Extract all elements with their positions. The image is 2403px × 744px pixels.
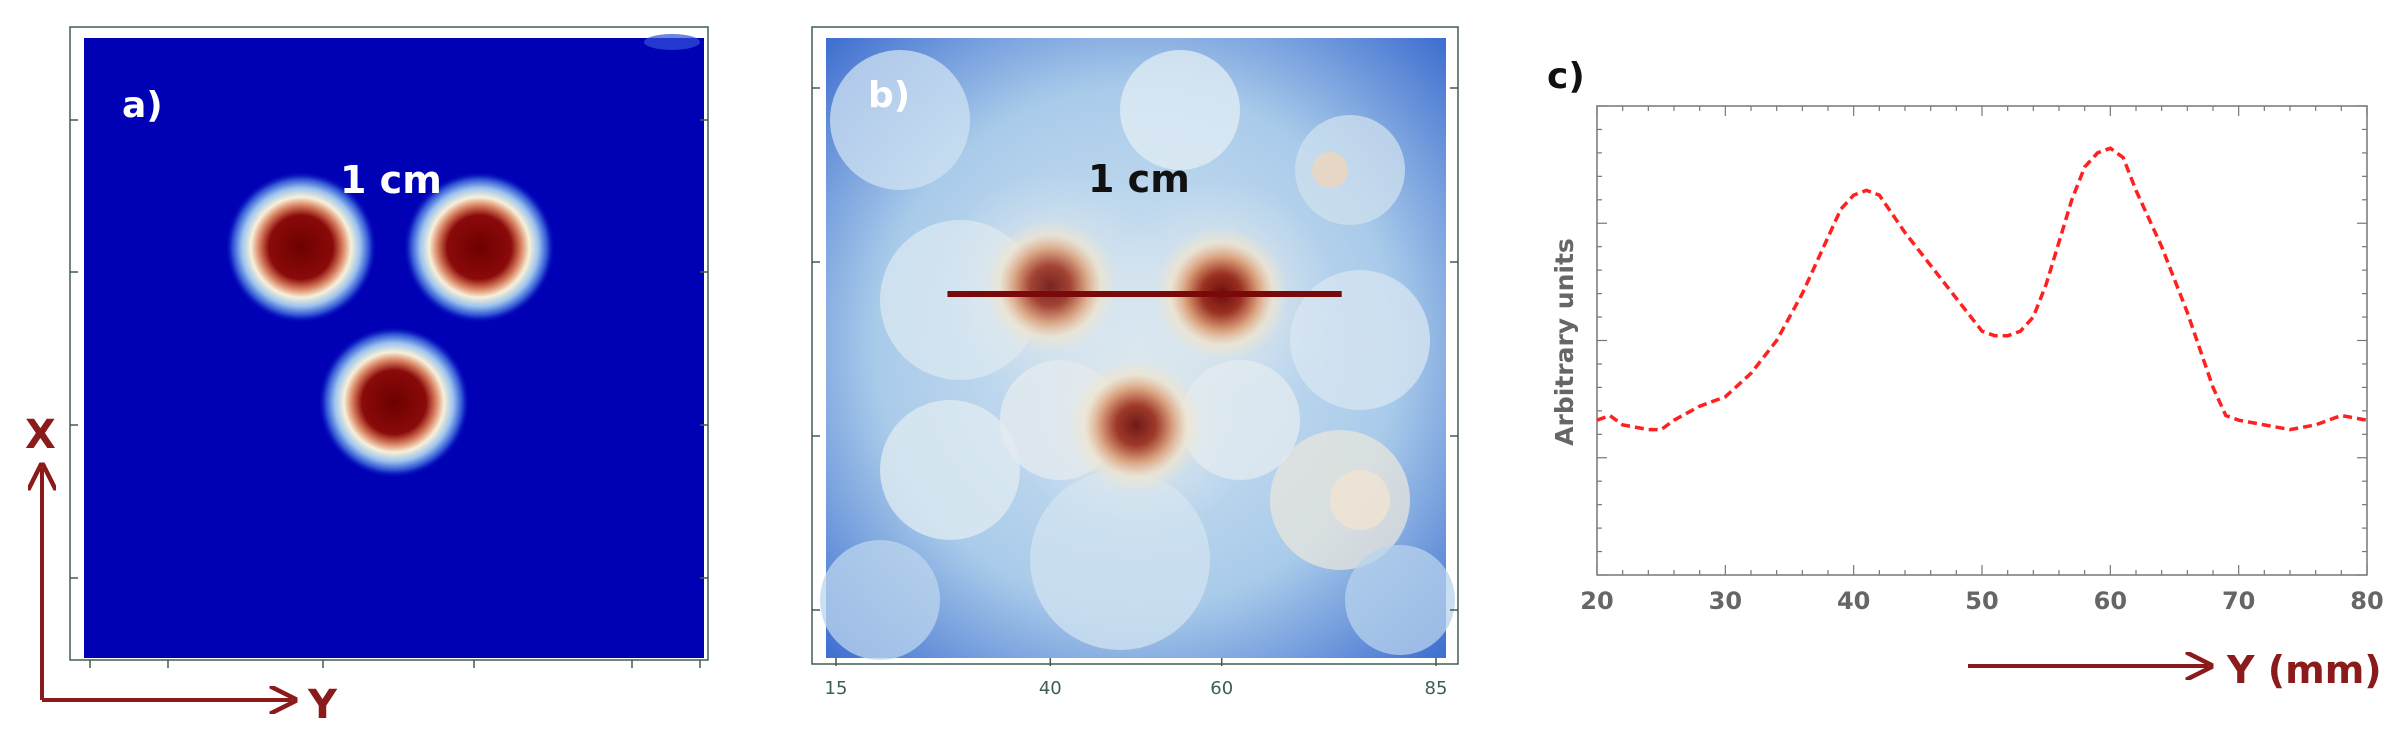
- y-axis-label: Y: [307, 682, 338, 728]
- panel-b-texture-blob-12: [1345, 545, 1455, 655]
- panel-c-x-tick-label-7: 80: [2350, 587, 2383, 615]
- panel-c-x-tick-label-1: 20: [1580, 587, 1613, 615]
- panel-a-ticks: [70, 119, 708, 668]
- panel-a-spot-3: [318, 326, 470, 479]
- panel-b-ticks: 15 40 60 85: [812, 87, 1458, 699]
- panel-a-corner-blob: [644, 34, 700, 50]
- panel-b-texture-blob-13: [1312, 152, 1348, 188]
- panel-b-texture-blob-3: [1295, 115, 1405, 225]
- panel-a-spots: [225, 171, 556, 479]
- panel-a: a) 1 cm X Y: [25, 26, 709, 728]
- panel-c-xlabel: Y (mm): [2226, 648, 2382, 692]
- panel-b-texture-blob-2: [1120, 50, 1240, 170]
- panel-c-x-tick-label-2: 30: [1709, 587, 1742, 615]
- panel-b-tick-label-2: 40: [1039, 678, 1062, 699]
- panel-b-tick-label-4: 85: [1425, 678, 1448, 699]
- x-axis-label: X: [25, 412, 56, 458]
- panel-c-plot-frame: [1596, 105, 2368, 576]
- panel-c: c) 20 30 40 50 60 70 80 Arbitrary units Y (mm): [1547, 56, 2384, 692]
- panel-c-x-tick-label-3: 40: [1837, 587, 1870, 615]
- panel-b-texture-blob-11: [820, 540, 940, 660]
- panel-c-ylabel: Arbitrary units: [1550, 238, 1579, 446]
- panel-b: b) 1 cm 15 40 60 85: [811, 26, 1459, 699]
- panel-c-x-tick-label-6: 70: [2222, 587, 2255, 615]
- panel-b-scale-label: 1 cm: [1088, 157, 1190, 201]
- panel-c-ticks: 20 30 40 50 60 70 80: [1580, 105, 2384, 615]
- panel-b-spot-1: [984, 220, 1117, 352]
- panel-b-tick-label-3: 60: [1210, 678, 1233, 699]
- panel-c-label: c): [1547, 56, 1585, 97]
- panel-b-label: b): [868, 75, 910, 116]
- panel-a-spot-1: [225, 171, 377, 324]
- panel-c-x-tick-label-5: 60: [2094, 587, 2127, 615]
- panel-b-spots: [935, 171, 1337, 541]
- panel-a-label: a): [122, 85, 163, 126]
- panel-a-spot-2: [403, 171, 556, 324]
- panel-b-texture-blob-14: [1330, 470, 1390, 530]
- panel-a-scale-label: 1 cm: [340, 158, 442, 202]
- panel-b-texture-blob-6: [880, 400, 1020, 540]
- panel-b-tick-label-1: 15: [825, 678, 848, 699]
- panel-b-spot-3: [1070, 359, 1202, 492]
- profile-curve: [1596, 146, 2368, 432]
- panel-c-x-tick-label-4: 50: [1965, 587, 1998, 615]
- panel-b-texture-blob-1: [830, 50, 970, 190]
